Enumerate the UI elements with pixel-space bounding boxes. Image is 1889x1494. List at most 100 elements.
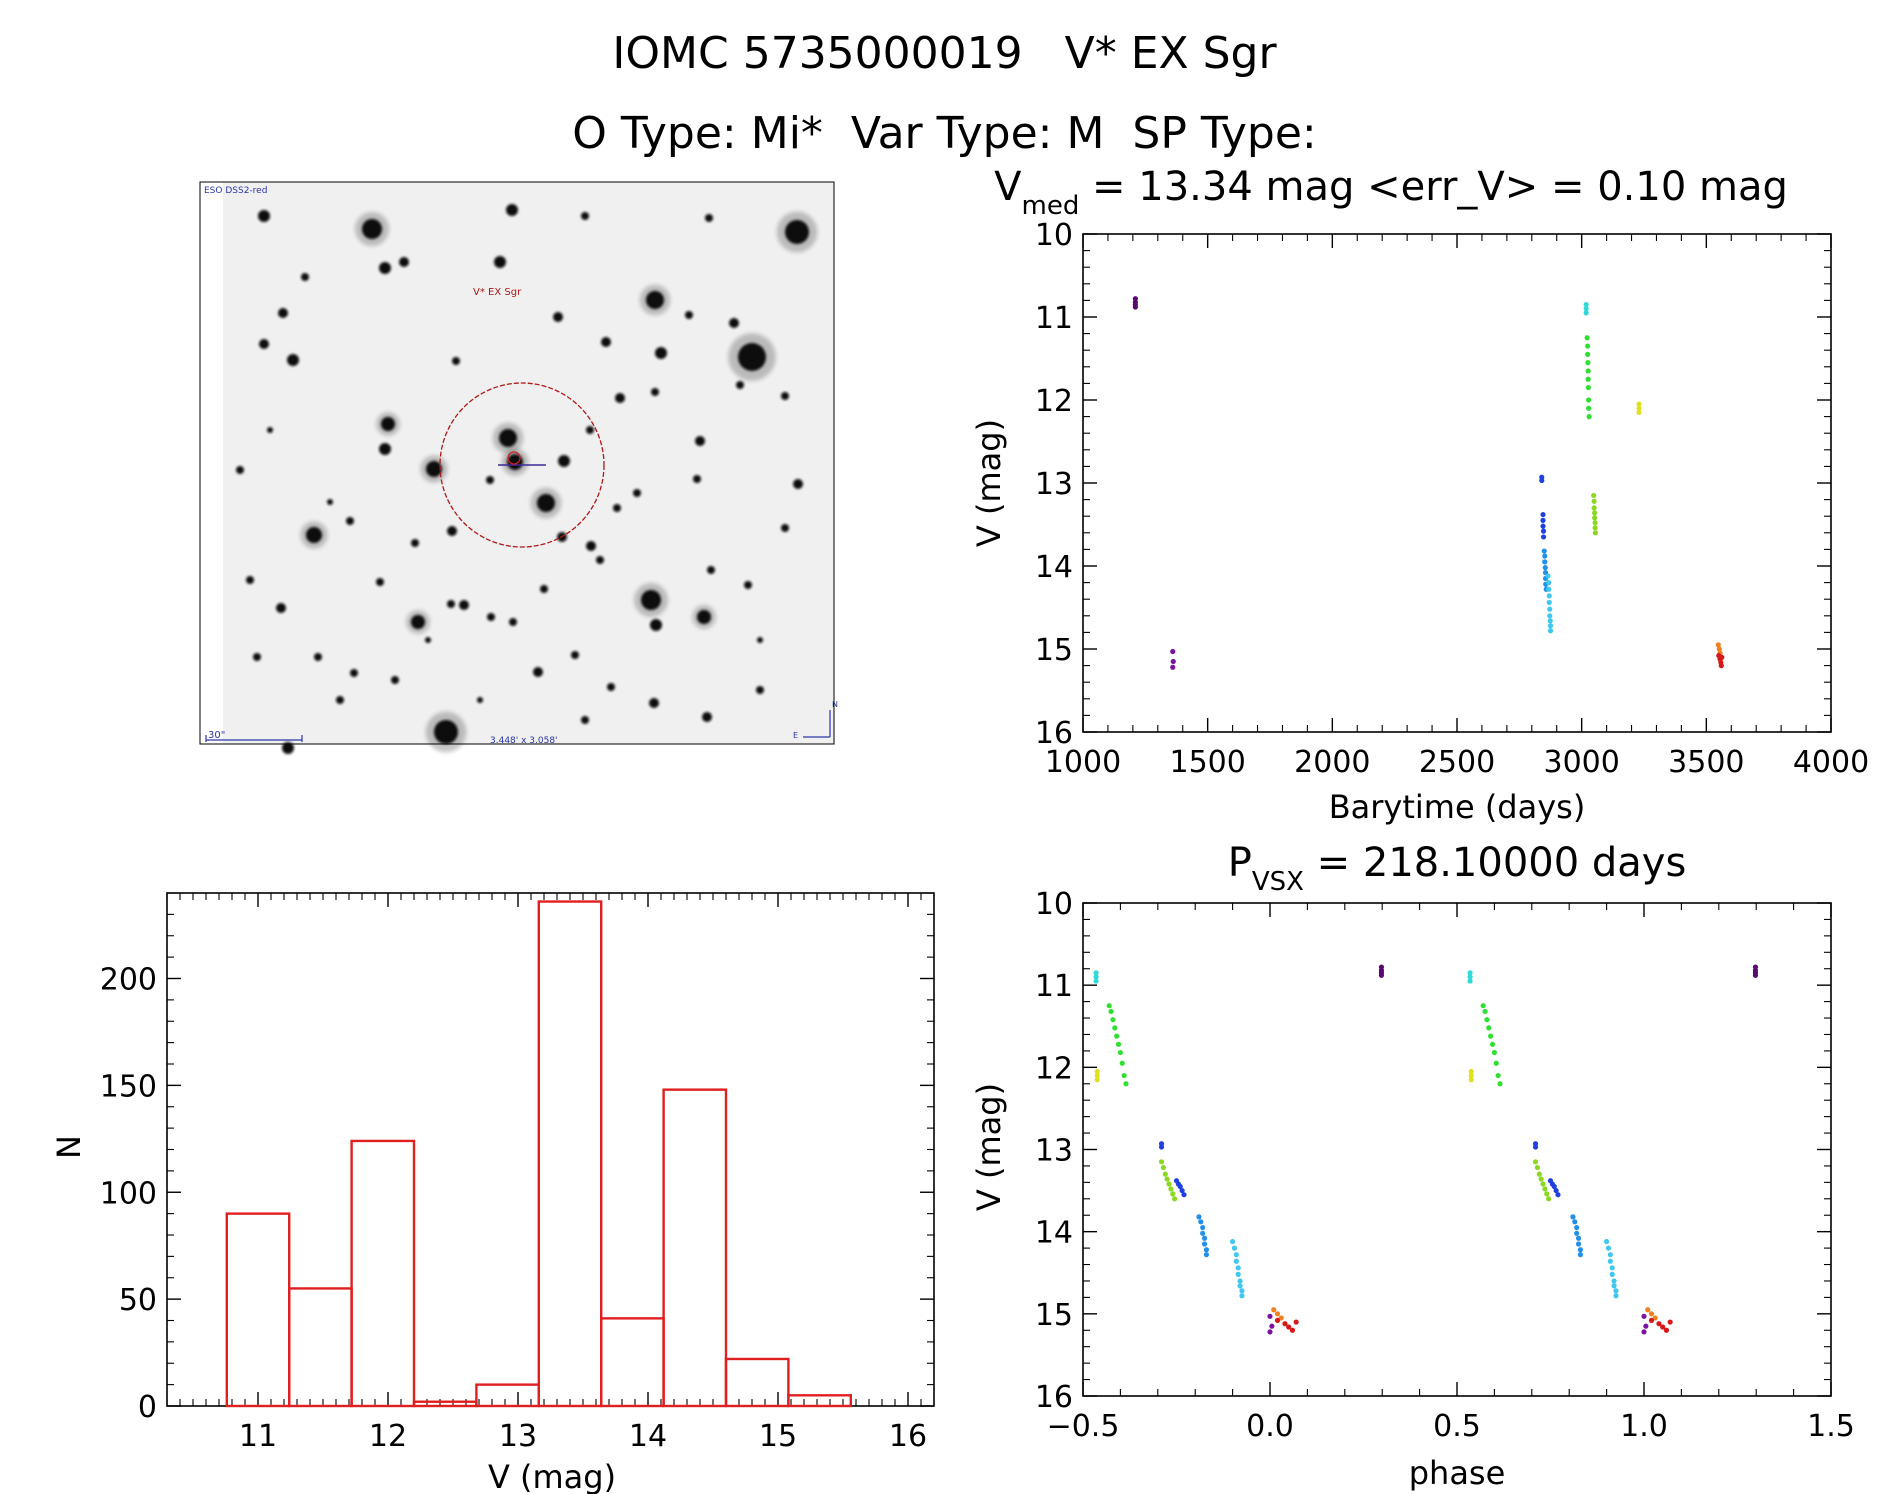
y-tick-label: 14 (1035, 1216, 1073, 1251)
data-point (1716, 646, 1722, 652)
data-point (1158, 1144, 1165, 1150)
x-tick-label: 4000 (1793, 745, 1869, 780)
histogram-bar (537, 900, 603, 1408)
data-point (1541, 548, 1547, 554)
histogram-bar (225, 1212, 291, 1408)
x-tick-label: 16 (889, 1419, 927, 1454)
y-tick-label: 10 (1035, 218, 1073, 253)
data-point (1577, 1252, 1584, 1258)
y-tick-label: 16 (1035, 1380, 1073, 1415)
star (615, 393, 625, 403)
histogram-y-label: N (50, 1135, 88, 1159)
data-point (1108, 1008, 1114, 1015)
data-point (1546, 1196, 1552, 1202)
data-point (1542, 565, 1548, 571)
data-point (1570, 1214, 1576, 1220)
data-point (1177, 1183, 1183, 1190)
star (685, 311, 693, 319)
y-tick-label: 200 (100, 963, 157, 998)
data-point (1534, 1164, 1541, 1171)
star (633, 489, 641, 497)
plot-frame (166, 892, 935, 1407)
histogram-bar (475, 1383, 540, 1408)
data-point (1611, 1278, 1617, 1284)
figure-title: IOMC 5735000019 V* EX Sgr (612, 28, 1277, 79)
star (425, 637, 431, 643)
star (781, 524, 789, 532)
data-point (1585, 384, 1591, 391)
star (655, 347, 667, 359)
data-point (1660, 1324, 1666, 1330)
star (452, 357, 460, 365)
data-point (1278, 1315, 1284, 1321)
data-point (1583, 301, 1589, 308)
data-point (1585, 360, 1591, 366)
data-point (1547, 628, 1554, 634)
data-point (1547, 613, 1553, 619)
data-point (1540, 517, 1546, 523)
star (695, 436, 705, 446)
data-point (1540, 1181, 1546, 1187)
data-point (1170, 648, 1176, 655)
x-tick-label: 1500 (1169, 745, 1245, 780)
data-point (1607, 1258, 1613, 1264)
star (391, 676, 399, 684)
star (756, 686, 764, 694)
star (350, 669, 358, 677)
data-point (1486, 1025, 1492, 1031)
data-point (1636, 405, 1642, 411)
star (757, 637, 763, 643)
compass-icon: N E (793, 700, 838, 740)
data-point (1489, 1041, 1496, 1047)
x-tick-label: 1.5 (1807, 1409, 1855, 1444)
star (346, 517, 354, 525)
y-tick-label: 16 (1035, 716, 1073, 751)
star (707, 566, 715, 574)
star (729, 318, 739, 328)
x-tick-label: 2500 (1419, 745, 1495, 780)
x-tick-label: 0.0 (1246, 1409, 1294, 1444)
phased-axes-frame (1082, 902, 1832, 1397)
histogram-ticks: 11 12 13 14 15 16 0 50 100 150 200 (100, 892, 934, 1454)
data-point (1493, 1060, 1499, 1066)
data-point (1170, 658, 1176, 665)
data-point (1093, 974, 1099, 980)
data-point (1181, 1192, 1187, 1198)
data-point (1605, 1245, 1612, 1251)
star (399, 257, 409, 267)
star (278, 308, 288, 318)
data-point (1636, 401, 1642, 407)
data-point (1544, 1191, 1550, 1197)
scale-label: 30" (208, 730, 225, 741)
data-point (1572, 1219, 1578, 1225)
star (507, 454, 523, 470)
data-point (1468, 1068, 1474, 1075)
y-tick-label: 150 (100, 1069, 157, 1104)
star (459, 600, 469, 610)
x-tick-label: −0.5 (1047, 1409, 1120, 1444)
fov-label: 3.448' x 3.058' (490, 736, 558, 746)
data-point (1235, 1271, 1241, 1277)
star (693, 475, 701, 483)
data-point (1584, 335, 1590, 341)
data-point (1553, 1187, 1559, 1194)
x-tick-label: 12 (369, 1419, 407, 1454)
data-point (1609, 1271, 1615, 1277)
y-tick-label: 0 (138, 1390, 157, 1425)
y-tick-label: 12 (1035, 384, 1073, 419)
phased-light-curve-plot: −0.5 0.0 0.5 1.0 1.5 10 11 12 13 14 15 16 PVSX = 21… (970, 840, 1855, 1492)
data-point (1585, 343, 1591, 349)
east-label: E (793, 731, 798, 740)
data-point (1282, 1321, 1288, 1327)
star (785, 220, 809, 244)
data-point (1117, 1049, 1123, 1056)
data-point (1546, 599, 1552, 606)
star (641, 590, 661, 610)
data-point (1648, 1317, 1655, 1324)
data-point (1201, 1235, 1208, 1241)
data-point (1491, 1049, 1497, 1056)
light-curve-y-label: V (mag) (970, 419, 1008, 547)
data-point (1230, 1238, 1236, 1245)
data-point (1718, 663, 1724, 669)
